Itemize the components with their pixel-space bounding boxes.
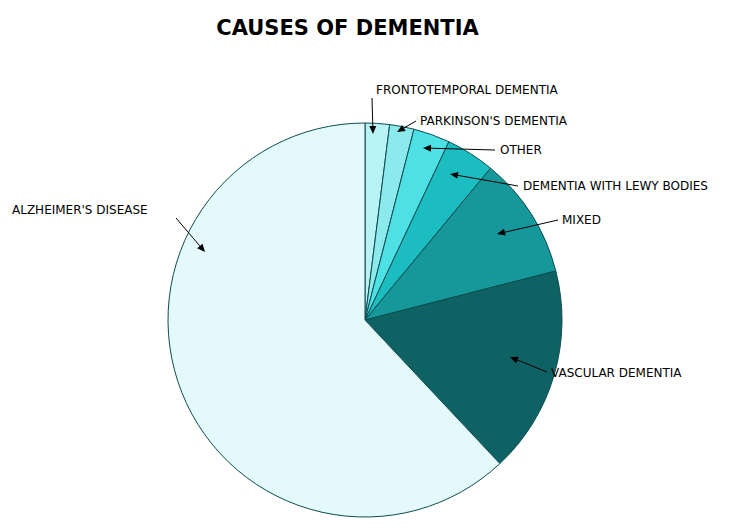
svg-text:PARKINSON'S DEMENTIA: PARKINSON'S DEMENTIA xyxy=(420,114,568,128)
svg-text:ALZHEIMER'S DISEASE: ALZHEIMER'S DISEASE xyxy=(12,203,148,217)
svg-text:DEMENTIA WITH LEWY BODIES: DEMENTIA WITH LEWY BODIES xyxy=(523,179,708,193)
svg-text:MIXED: MIXED xyxy=(562,213,601,227)
svg-text:OTHER: OTHER xyxy=(500,143,542,157)
svg-text:VASCULAR DEMENTIA: VASCULAR DEMENTIA xyxy=(551,366,682,380)
svg-text:FRONTOTEMPORAL DEMENTIA: FRONTOTEMPORAL DEMENTIA xyxy=(376,83,559,97)
html-text:CAUSES OF DEMENTIA: CAUSES OF DEMENTIA xyxy=(216,16,479,40)
